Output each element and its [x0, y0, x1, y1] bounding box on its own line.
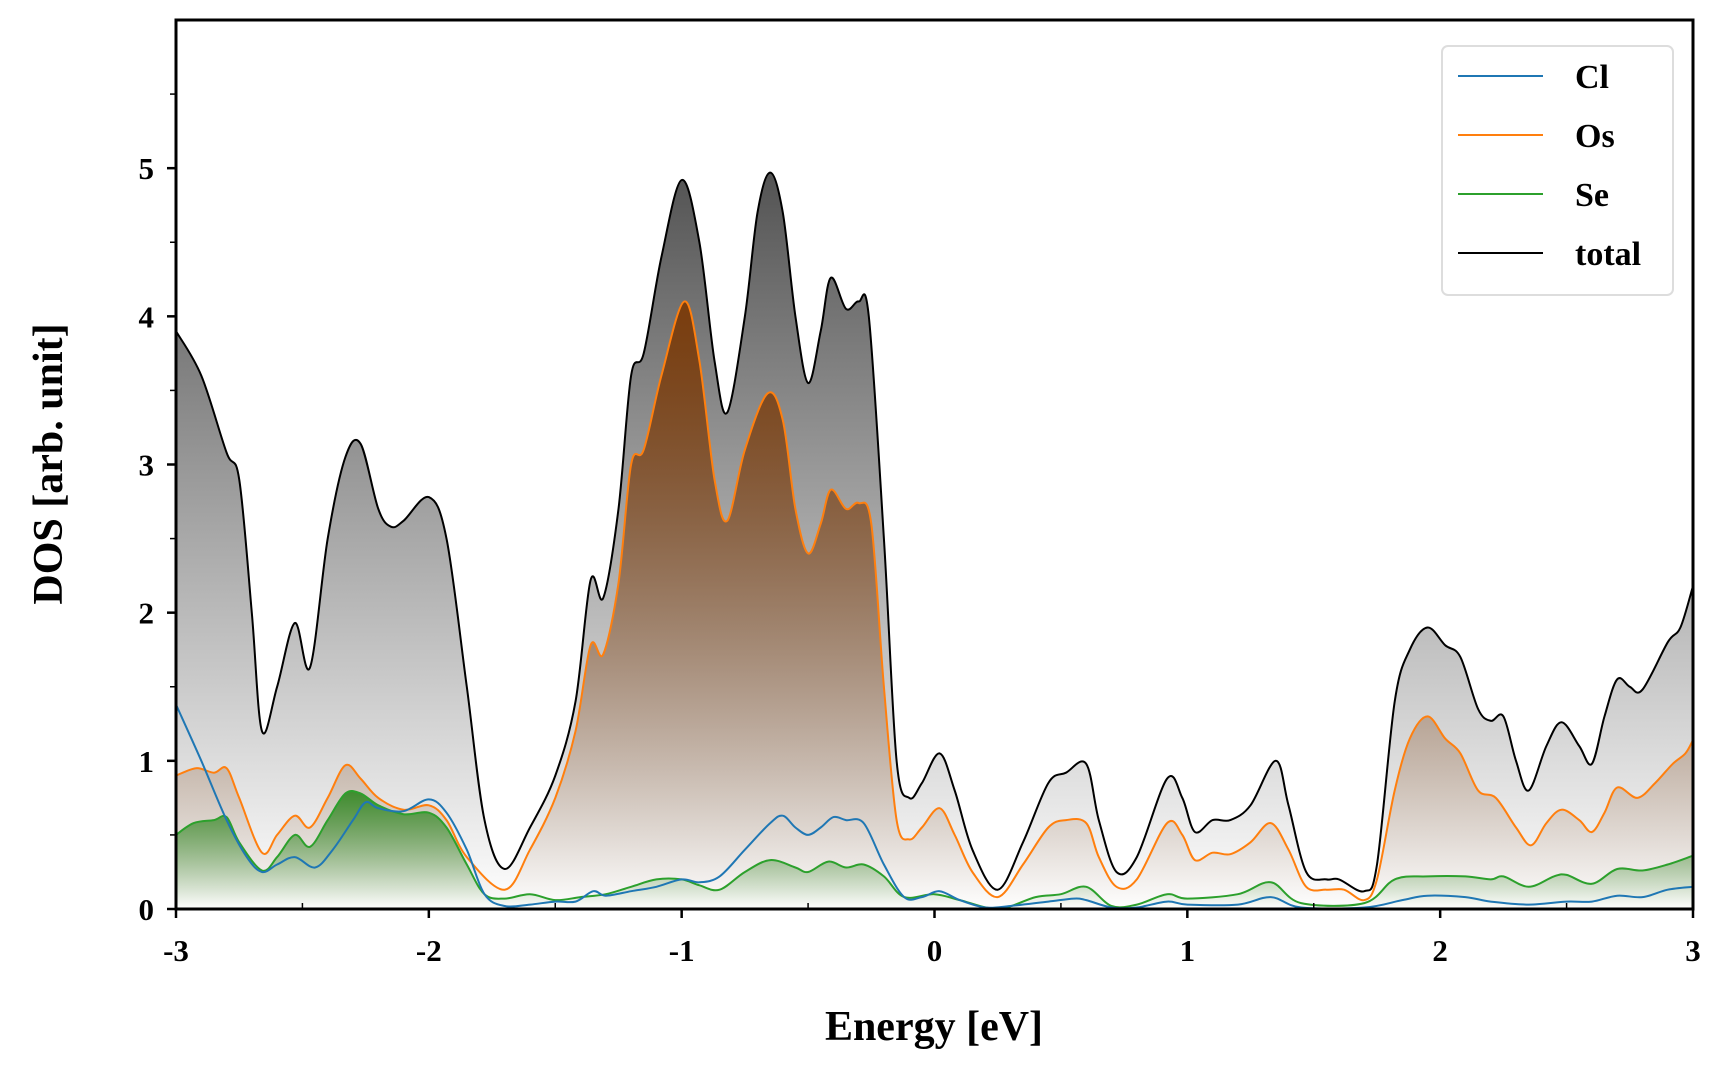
y-tick-label: 3 [139, 448, 155, 483]
legend-label-os: Os [1575, 118, 1615, 155]
axis-ticks: -3 -2 -1 0 1 2 3 0 1 2 3 4 5 [139, 93, 1701, 968]
y-tick-label: 0 [139, 892, 155, 927]
y-axis-label: DOS [arb. unit] [26, 323, 72, 604]
legend: Cl Os Se total [1441, 45, 1674, 296]
legend-label-cl: Cl [1575, 59, 1609, 96]
x-tick-label: 0 [927, 933, 943, 968]
y-tick-label: 2 [139, 596, 155, 631]
series-line-os [175, 300, 1694, 902]
x-tick-label: -1 [669, 933, 695, 968]
legend-label-se: Se [1575, 177, 1609, 214]
x-axis-label: Energy [eV] [825, 1004, 1043, 1050]
y-tick-label: 4 [139, 299, 155, 334]
series-lines [175, 171, 1694, 911]
x-tick-label: 2 [1432, 933, 1448, 968]
x-tick-label: -2 [416, 933, 442, 968]
series-line-cl [175, 704, 1694, 910]
x-tick-label: -3 [163, 933, 189, 968]
x-tick-label: 1 [1180, 933, 1196, 968]
series-line-se [175, 789, 1694, 911]
fill-area-se [176, 790, 1693, 909]
y-tick-label: 1 [139, 744, 155, 779]
legend-label-total: total [1575, 236, 1641, 273]
y-tick-label: 5 [139, 151, 155, 186]
x-tick-label: 3 [1685, 933, 1701, 968]
series-line-total [175, 171, 1694, 893]
legend-box [1441, 45, 1674, 296]
plot-frame [174, 18, 1695, 911]
fill-areas [176, 172, 1693, 910]
